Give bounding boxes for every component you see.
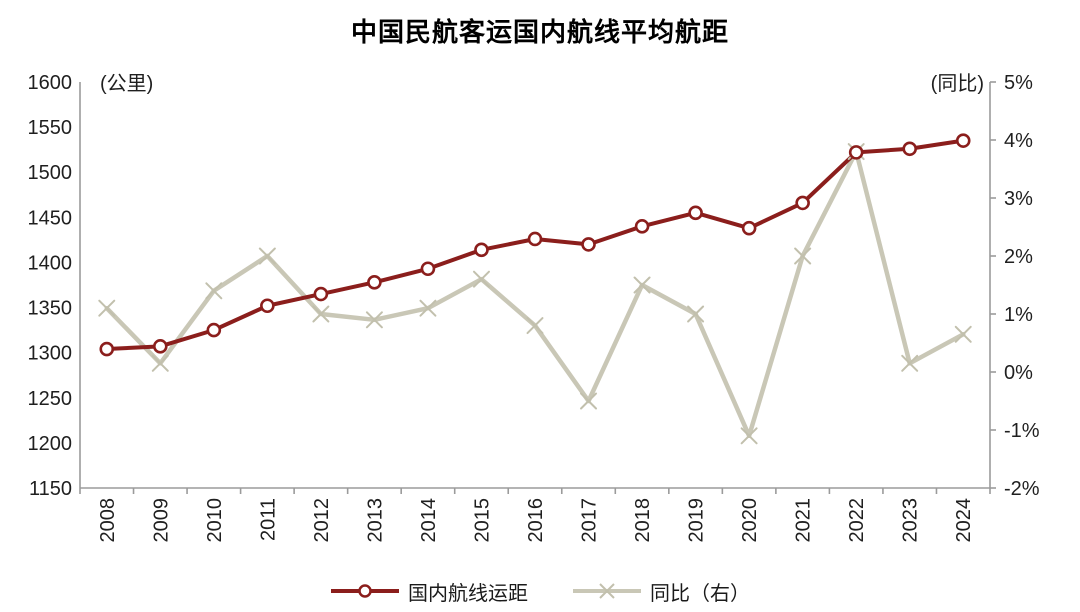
svg-text:1600: 1600 xyxy=(28,72,73,94)
svg-text:-2%: -2% xyxy=(1004,478,1040,500)
svg-text:1400: 1400 xyxy=(28,252,73,274)
svg-text:1350: 1350 xyxy=(28,298,73,320)
svg-text:(同比): (同比) xyxy=(931,72,984,95)
svg-text:0%: 0% xyxy=(1004,362,1033,384)
svg-text:4%: 4% xyxy=(1004,130,1033,152)
svg-text:1450: 1450 xyxy=(28,207,73,229)
svg-text:1500: 1500 xyxy=(28,162,73,184)
svg-text:1550: 1550 xyxy=(28,117,73,139)
svg-text:1250: 1250 xyxy=(28,388,73,410)
svg-text:2010: 2010 xyxy=(204,498,226,543)
legend: 国内航线运距 同比（右） xyxy=(0,574,1080,608)
svg-text:2011: 2011 xyxy=(257,498,279,541)
svg-text:1%: 1% xyxy=(1004,304,1033,326)
legend-label-distance: 国内航线运距 xyxy=(408,582,528,605)
svg-text:2016: 2016 xyxy=(525,498,547,543)
svg-text:2%: 2% xyxy=(1004,246,1033,268)
svg-text:5%: 5% xyxy=(1004,72,1033,94)
svg-text:2008: 2008 xyxy=(97,498,119,543)
svg-text:2024: 2024 xyxy=(953,498,975,543)
svg-text:2012: 2012 xyxy=(311,498,333,543)
svg-text:2018: 2018 xyxy=(632,498,654,543)
chart-title: 中国民航客运国内航线平均航距 xyxy=(350,17,729,47)
svg-text:-1%: -1% xyxy=(1004,420,1040,442)
svg-text:2021: 2021 xyxy=(793,498,815,543)
legend-label-yoy: 同比（右） xyxy=(650,582,750,605)
svg-text:3%: 3% xyxy=(1004,188,1033,210)
svg-text:2019: 2019 xyxy=(686,498,708,543)
svg-text:2022: 2022 xyxy=(846,498,868,543)
svg-text:(公里): (公里) xyxy=(100,73,153,95)
line-circle-marker-icon xyxy=(331,584,399,598)
svg-text:2009: 2009 xyxy=(150,498,172,543)
svg-text:2013: 2013 xyxy=(364,498,386,543)
line-x-marker-icon xyxy=(573,583,641,599)
svg-text:2020: 2020 xyxy=(739,498,761,543)
svg-text:2017: 2017 xyxy=(579,498,601,543)
legend-item-distance: 国内航线运距 xyxy=(330,577,528,606)
svg-text:2015: 2015 xyxy=(471,498,493,543)
svg-text:1300: 1300 xyxy=(28,343,73,365)
svg-text:2023: 2023 xyxy=(900,498,922,543)
svg-text:1150: 1150 xyxy=(29,478,72,500)
legend-item-yoy: 同比（右） xyxy=(572,577,750,606)
svg-text:1200: 1200 xyxy=(28,433,73,455)
svg-text:2014: 2014 xyxy=(418,498,440,543)
